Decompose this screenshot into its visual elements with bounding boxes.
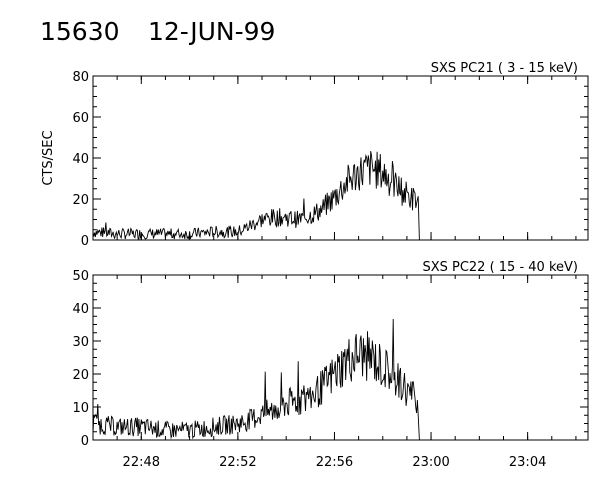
y-tick-label: 30 [72,335,89,350]
series-label: SXS PC22 ( 15 - 40 keV) [422,260,578,275]
chart-panel-2: SXS PC22 ( 15 - 40 keV) 0 10 20 30 40 50 22:48 2… [72,260,589,470]
chart-panel-1: SXS PC21 ( 3 - 15 keV) 0 20 40 60 80 CTS/SEC [41,61,589,249]
y-tick-label: 50 [72,269,89,284]
x-tick-label: 22:48 [123,455,160,470]
y-tick-label: 40 [72,152,89,167]
y-tick-label: 40 [72,302,89,317]
y-tick-label: 10 [72,401,89,416]
y-tick-label: 0 [81,434,89,449]
y-tick-label: 60 [72,111,89,126]
y-axis-label: CTS/SEC [41,130,56,185]
series-label: SXS PC21 ( 3 - 15 keV) [431,61,578,76]
panels-group: SXS PC21 ( 3 - 15 keV)020406080CTS/SECSX… [41,61,589,470]
plot-frame [92,274,589,441]
x-tick-label: 22:52 [219,455,256,470]
x-tick-label: 22:56 [316,455,353,470]
y-tick-label: 20 [72,368,89,383]
series-line [92,318,420,441]
y-tick-label: 20 [72,193,89,208]
series-line [92,151,420,241]
x-tick-label: 23:00 [412,455,449,470]
y-tick-label: 80 [72,70,89,85]
y-tick-label: 0 [81,234,89,249]
event-id: 15630 [40,17,120,46]
plot-frame [92,75,589,241]
x-tick-label: 23:04 [509,455,546,470]
event-date: 12-JUN-99 [148,17,275,46]
